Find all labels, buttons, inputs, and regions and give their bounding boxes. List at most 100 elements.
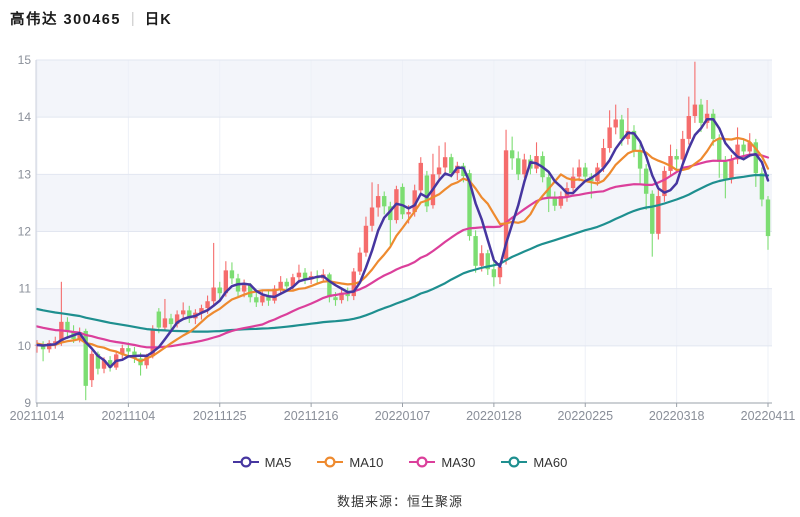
candle-body bbox=[375, 196, 381, 208]
candle-body bbox=[89, 353, 95, 381]
x-axis-label: 20220411 bbox=[741, 409, 796, 423]
x-axis-label: 20211125 bbox=[193, 409, 247, 423]
candle-body bbox=[576, 167, 582, 177]
candle-body bbox=[753, 142, 759, 174]
candle-body bbox=[619, 119, 624, 139]
candle-body bbox=[199, 308, 204, 313]
ma-ring-marker-icon bbox=[501, 456, 528, 468]
x-axis-label: 20211104 bbox=[101, 409, 155, 423]
candle-body bbox=[729, 159, 734, 179]
candle-body bbox=[302, 272, 308, 280]
y-axis-label: 9 bbox=[24, 396, 31, 410]
candle-body bbox=[674, 156, 679, 160]
legend-label: MA30 bbox=[441, 454, 476, 470]
legend-item-ma5[interactable]: MA5 bbox=[232, 455, 291, 470]
title-divider: | bbox=[130, 10, 135, 27]
candle-body bbox=[254, 297, 259, 303]
candle-body bbox=[741, 144, 746, 152]
kline-chart[interactable]: 9 10 11 12 13 14 15 20211014 20211104 20211125 202… bbox=[0, 0, 800, 440]
ma-ring-marker-icon bbox=[232, 456, 259, 468]
candle-body bbox=[181, 310, 186, 315]
candle-body bbox=[144, 356, 149, 366]
candle-body bbox=[229, 270, 235, 279]
legend-label: MA10 bbox=[349, 454, 384, 470]
candle-body bbox=[156, 311, 162, 328]
legend-item-ma10[interactable]: MA10 bbox=[317, 455, 383, 470]
candle-body bbox=[77, 332, 82, 339]
legend-label: MA60 bbox=[533, 454, 568, 470]
plot-band bbox=[36, 231, 772, 289]
candle-body bbox=[406, 212, 411, 215]
candle-body bbox=[692, 104, 698, 117]
candle-body bbox=[613, 119, 618, 128]
candle-body bbox=[126, 348, 131, 352]
candle-body bbox=[272, 288, 277, 301]
y-axis-label: 12 bbox=[18, 225, 32, 239]
candle-body bbox=[631, 130, 637, 151]
candle-body bbox=[583, 167, 588, 177]
candle-body bbox=[723, 161, 728, 179]
candle-body bbox=[424, 175, 430, 207]
candle-body bbox=[516, 158, 521, 175]
candle-body bbox=[248, 285, 253, 298]
x-axis-label: 20220107 bbox=[375, 409, 431, 423]
x-axis-label: 20220318 bbox=[649, 409, 705, 423]
y-axis-label: 10 bbox=[18, 339, 32, 353]
candle-body bbox=[412, 190, 417, 213]
candle-body bbox=[83, 330, 88, 386]
x-axis-label: 20220128 bbox=[466, 409, 522, 423]
candle-body bbox=[369, 207, 375, 226]
plot-band bbox=[36, 288, 772, 346]
candle-body bbox=[120, 348, 125, 355]
candle-body bbox=[174, 314, 180, 325]
candle-body bbox=[284, 281, 289, 287]
period-label-daily-k: 日K bbox=[144, 12, 172, 28]
candle-body bbox=[637, 150, 643, 169]
candle-body bbox=[107, 360, 113, 368]
candle-body bbox=[187, 310, 192, 319]
ma-line-ma10 bbox=[35, 136, 770, 363]
candle-body bbox=[643, 168, 649, 194]
candle-body bbox=[260, 295, 265, 303]
candle-body bbox=[290, 277, 296, 287]
candle-body bbox=[497, 266, 503, 278]
candle-body bbox=[601, 148, 606, 168]
candle-body bbox=[339, 292, 344, 301]
x-axis-label: 20211014 bbox=[10, 409, 65, 423]
candle-body bbox=[473, 236, 478, 266]
candle-body bbox=[698, 104, 704, 123]
candle-body bbox=[436, 167, 442, 175]
legend-item-ma60[interactable]: MA60 bbox=[501, 455, 567, 470]
plot-band bbox=[36, 60, 772, 118]
candle-body bbox=[552, 198, 557, 206]
candle-body bbox=[747, 142, 752, 152]
candle-body bbox=[241, 285, 247, 292]
candle-body bbox=[217, 287, 222, 294]
ma-line-ma5 bbox=[35, 117, 770, 369]
candle-body bbox=[680, 138, 685, 160]
candle-body bbox=[418, 162, 423, 191]
candle-body bbox=[363, 225, 369, 253]
candle-body bbox=[735, 144, 740, 160]
candle-body bbox=[759, 173, 765, 200]
candle-body bbox=[717, 138, 722, 162]
candle-body bbox=[607, 127, 612, 149]
candle-body bbox=[296, 272, 302, 278]
candle-body bbox=[278, 281, 283, 289]
candle-body bbox=[662, 170, 667, 197]
candle-body bbox=[65, 321, 70, 332]
candle-body bbox=[101, 360, 107, 369]
candle-body bbox=[503, 150, 509, 259]
candle-body bbox=[211, 287, 216, 302]
plot-band bbox=[36, 117, 772, 175]
candle-body bbox=[668, 156, 673, 171]
candle-body bbox=[95, 353, 101, 369]
candle-body bbox=[357, 252, 363, 272]
candle-body bbox=[558, 196, 564, 206]
candle-body bbox=[388, 206, 393, 221]
candle-body bbox=[522, 159, 527, 175]
candle-body bbox=[570, 176, 576, 189]
x-axis-label: 20211216 bbox=[284, 409, 339, 423]
candle-body bbox=[485, 253, 490, 270]
legend-item-ma30[interactable]: MA30 bbox=[409, 455, 475, 470]
